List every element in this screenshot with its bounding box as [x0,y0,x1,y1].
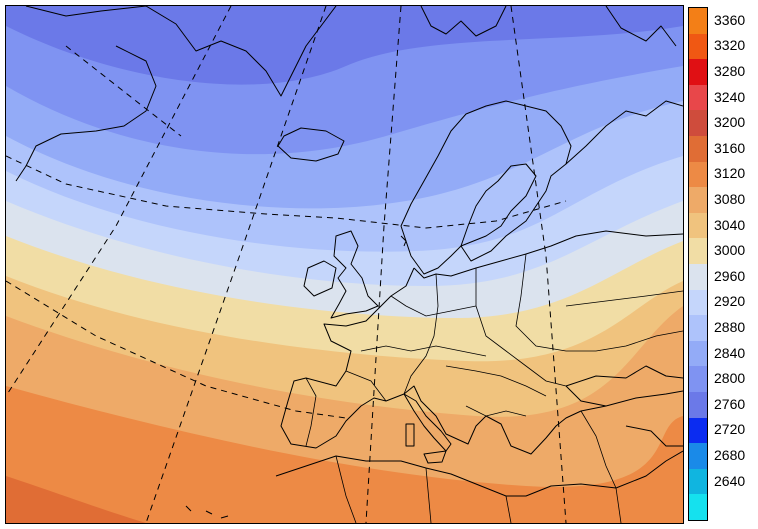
legend-label: 3120 [714,165,746,182]
contour-fill-bands [6,6,683,523]
coastline-kola [565,100,683,165]
band-3200 [6,476,146,523]
legend-swatch [689,443,707,470]
legend-label: 3360 [714,11,746,28]
map-canvas [6,6,683,523]
legend-swatch [689,315,707,342]
legend-swatch [689,136,707,163]
legend-swatch [689,417,707,444]
legend-swatch [689,392,707,419]
legend-color-bar [688,7,708,521]
legend-label: 2800 [714,370,746,387]
legend-label: 3000 [714,242,746,259]
legend-swatch [689,59,707,86]
legend-swatch [689,84,707,111]
legend-label: 2640 [714,472,746,489]
legend-label: 2880 [714,319,746,335]
coastline-scandinavia [400,100,572,275]
coastlines [15,6,683,519]
legend-swatch [689,187,707,214]
geopotential-height-map [5,5,684,524]
coastline-svalbard [420,6,507,37]
legend-swatch [689,8,707,35]
meridian-5 [65,45,182,137]
coastline-ireland [303,260,337,297]
legend-swatch [689,366,707,393]
coastline-europe-north [413,230,683,279]
legend-label: 2840 [714,344,746,361]
legend-label: 3080 [714,191,746,207]
coastline-black-sea [565,365,683,407]
meridian-2 [145,6,327,523]
coastline-britain [330,230,379,319]
coastline-italy [403,393,452,452]
legend-label: 3240 [714,88,746,105]
coastline-north-africa [275,450,683,497]
legend-label: 3040 [714,216,746,233]
color-scale-legend: 3360 3320 3280 3240 3200 3160 3120 3080 3040 3000… [688,7,758,521]
parallel-2 [6,280,347,419]
legend-swatch [689,110,707,137]
graticule [6,6,567,523]
coastline-europe-west [280,267,683,455]
legend-swatch [689,340,707,367]
band-3160 [6,386,683,523]
legend-swatch [689,289,707,316]
legend-label: 2720 [714,421,746,438]
meridian-1 [365,6,402,523]
legend-swatch [689,494,707,521]
parallel-1 [6,155,567,229]
coastline-sicily [423,450,447,464]
meridian-4 [510,6,567,523]
coastline-baltic [460,163,537,247]
legend-label: 2760 [714,395,746,412]
legend-swatch [689,33,707,60]
coastline-iceland [277,127,345,162]
legend-swatch [689,212,707,239]
meridian-3 [6,6,232,397]
legend-label: 3280 [714,63,746,79]
legend-swatch [689,468,707,495]
coastline-franz-josef [605,6,677,47]
legend-swatch [689,161,707,188]
coastline-canaries [185,505,229,519]
legend-swatch [689,238,707,265]
legend-label: 2960 [714,267,746,284]
coastline-greenland [15,6,337,182]
legend-swatch [689,264,707,291]
coastline-sardinia [405,423,415,447]
legend-label: 2680 [714,447,746,463]
coastline-faroe [400,235,407,247]
coastline-east-med [625,425,683,447]
legend-label: 3200 [714,114,746,131]
legend-label: 2920 [714,293,746,310]
legend-label: 3160 [714,139,746,156]
political-borders [305,253,683,523]
legend-label: 3320 [714,37,746,54]
